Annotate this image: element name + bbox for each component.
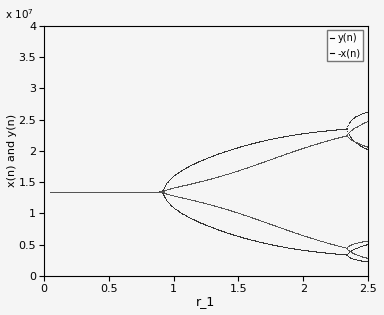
Legend: y(n), -x(n): y(n), -x(n): [326, 31, 363, 61]
Y-axis label: x(n) and y(n): x(n) and y(n): [7, 114, 17, 187]
X-axis label: r_1: r_1: [196, 295, 215, 308]
Text: x 10$^7$: x 10$^7$: [5, 7, 33, 20]
